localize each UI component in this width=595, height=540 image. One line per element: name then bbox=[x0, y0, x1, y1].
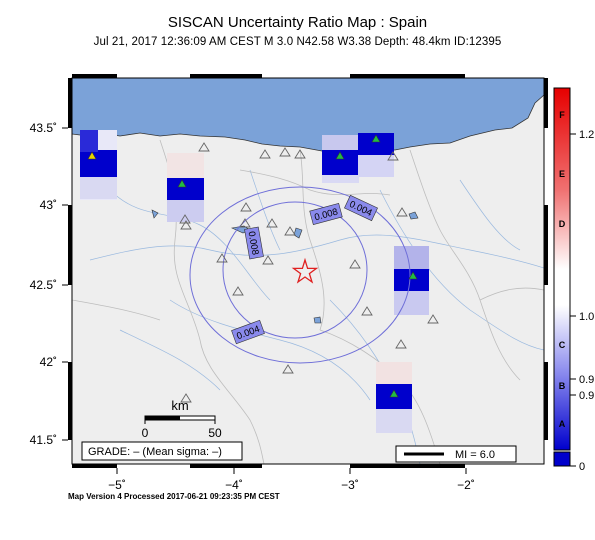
colorbar-value: 0 bbox=[579, 461, 585, 473]
stations[interactable] bbox=[179, 142, 439, 403]
lon-label: −4˚ bbox=[225, 478, 243, 492]
colorbar-letter: A bbox=[559, 419, 566, 429]
epicenter-star[interactable] bbox=[291, 257, 319, 284]
lat-label: 41.5˚ bbox=[30, 433, 57, 447]
svg-text:0.008: 0.008 bbox=[246, 231, 261, 256]
station-markers[interactable] bbox=[87, 134, 418, 398]
colorbar-value: 1.2 bbox=[579, 129, 594, 141]
svg-text:MI = 6.0: MI = 6.0 bbox=[455, 449, 495, 461]
colorbar-letter: B bbox=[559, 381, 566, 391]
contour-labels: 0.008 0.008 0.004 0.004 bbox=[231, 194, 378, 345]
colorbar-value: 0.9 bbox=[579, 390, 594, 402]
svg-text:km: km bbox=[171, 398, 188, 413]
lon-label: −5˚ bbox=[108, 478, 126, 492]
colorbar-letter: C bbox=[559, 340, 566, 350]
map-area[interactable]: 0.008 0.008 0.004 0.004 bbox=[72, 78, 544, 464]
lat-label: 42.5˚ bbox=[30, 278, 57, 292]
map-subtitle: Jul 21, 2017 12:36:09 AM CEST M 3.0 N42.… bbox=[93, 36, 502, 48]
lat-label: 42˚ bbox=[40, 355, 57, 369]
map-title: SISCAN Uncertainty Ratio Map : Spain bbox=[167, 14, 428, 31]
lat-label: 43.5˚ bbox=[30, 121, 57, 135]
colorbar-letter: D bbox=[559, 219, 566, 229]
axis-labels: −5˚ −4˚ −3˚ −2˚ 43.5˚ 43˚ 42.5˚ 42˚ 41.5… bbox=[30, 121, 475, 492]
colorbar-letter: E bbox=[559, 169, 565, 179]
svg-text:GRADE: – (Mean sigma: –): GRADE: – (Mean sigma: –) bbox=[88, 446, 222, 458]
scale-bar: km 0 50 bbox=[142, 398, 222, 440]
map-frame bbox=[62, 74, 548, 474]
lon-label: −2˚ bbox=[457, 478, 475, 492]
colorbar-value: 1.0 bbox=[579, 311, 594, 323]
svg-text:0: 0 bbox=[142, 426, 149, 440]
boundaries bbox=[72, 139, 544, 464]
colorbar: F E D C B A 1.2 1.0 0.9 0.9 0 bbox=[553, 87, 594, 473]
mmi-legend: MI = 6.0 bbox=[395, 445, 517, 463]
contours bbox=[189, 186, 411, 364]
colorbar-value: 0.9 bbox=[579, 374, 594, 386]
lat-label: 43˚ bbox=[40, 198, 57, 212]
colorbar-letter: F bbox=[559, 110, 565, 120]
grid-tiles bbox=[80, 130, 429, 433]
processed-note: Map Version 4 Processed 2017-06-21 09:23… bbox=[68, 492, 280, 501]
lon-label: −3˚ bbox=[341, 478, 359, 492]
svg-text:50: 50 bbox=[208, 426, 222, 440]
grade-box: GRADE: – (Mean sigma: –) bbox=[81, 441, 243, 461]
